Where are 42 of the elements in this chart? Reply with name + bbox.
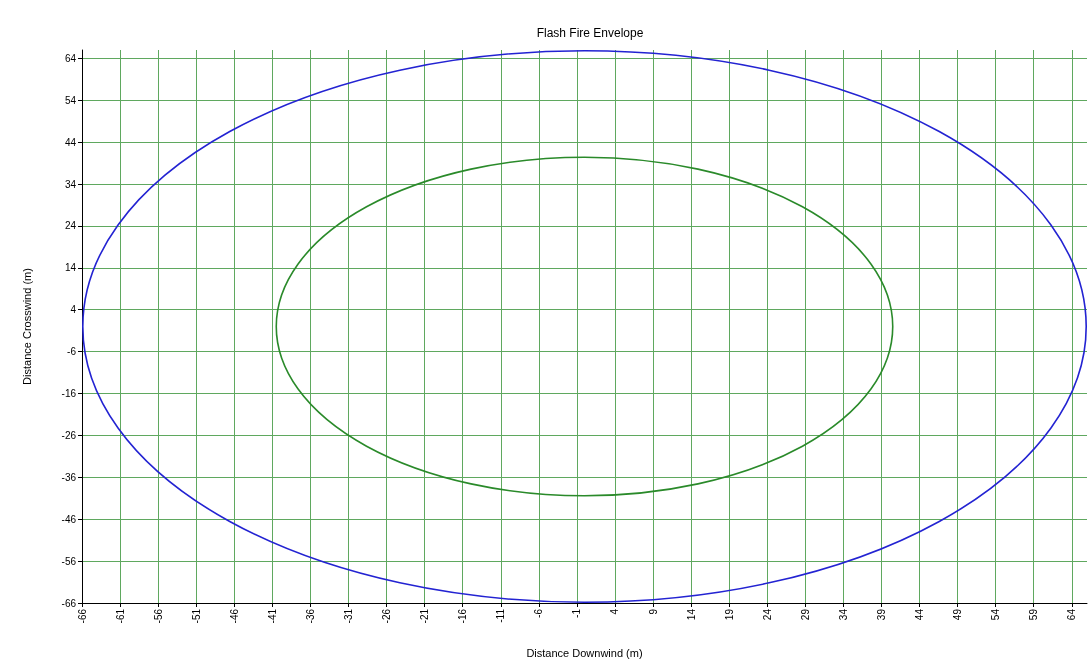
x-tick-label: -31	[342, 608, 354, 624]
x-tick-label: 29	[799, 608, 811, 621]
x-tick-label: 54	[990, 608, 1002, 621]
y-tick-label: -26	[61, 429, 77, 441]
x-tick-label: 9	[647, 608, 659, 615]
y-tick-label: 14	[64, 262, 77, 274]
x-tick-label: 59	[1028, 608, 1040, 621]
y-tick-label: -46	[61, 513, 77, 525]
x-tick-label: -1	[571, 608, 583, 618]
y-tick-label: -16	[61, 388, 77, 400]
y-tick-label: -6	[67, 346, 77, 358]
y-tick-label: 24	[64, 220, 77, 232]
x-axis-title: Distance Downwind (m)	[526, 646, 643, 659]
x-tick-label: -6	[533, 608, 545, 618]
x-tick-label: -41	[266, 608, 278, 624]
x-tick-label: -16	[457, 608, 469, 624]
x-tick-label: 39	[875, 608, 887, 621]
x-tick-label: 14	[685, 608, 697, 621]
x-tick-label: -36	[304, 608, 316, 624]
x-tick-label: -56	[152, 608, 164, 624]
x-tick-label: 24	[761, 608, 773, 621]
x-tick-label: -51	[190, 608, 202, 624]
y-tick-label: 44	[64, 136, 77, 148]
y-tick-label: -36	[61, 471, 77, 483]
x-tick-label: 64	[1066, 608, 1078, 621]
x-tick-label: -46	[228, 608, 240, 624]
x-tick-label: 49	[952, 608, 964, 621]
x-tick-label: 19	[723, 608, 735, 621]
x-tick-label: 44	[914, 608, 925, 621]
y-tick-label: -56	[61, 555, 77, 567]
y-tick-label: 64	[64, 52, 77, 64]
chart-title: Flash Fire Envelope	[536, 26, 644, 40]
y-tick-label: 4	[70, 304, 77, 316]
y-axis-title: Distance Crosswind (m)	[20, 268, 33, 385]
x-tick-label: 34	[837, 608, 849, 621]
x-tick-label: -61	[114, 608, 126, 624]
x-tick-label: -26	[381, 608, 393, 624]
y-tick-label: 54	[64, 94, 77, 106]
y-tick-label: 34	[64, 178, 77, 190]
x-tick-label: 4	[609, 608, 621, 615]
x-tick-label: -21	[419, 608, 431, 624]
x-tick-label: -11	[495, 608, 507, 623]
